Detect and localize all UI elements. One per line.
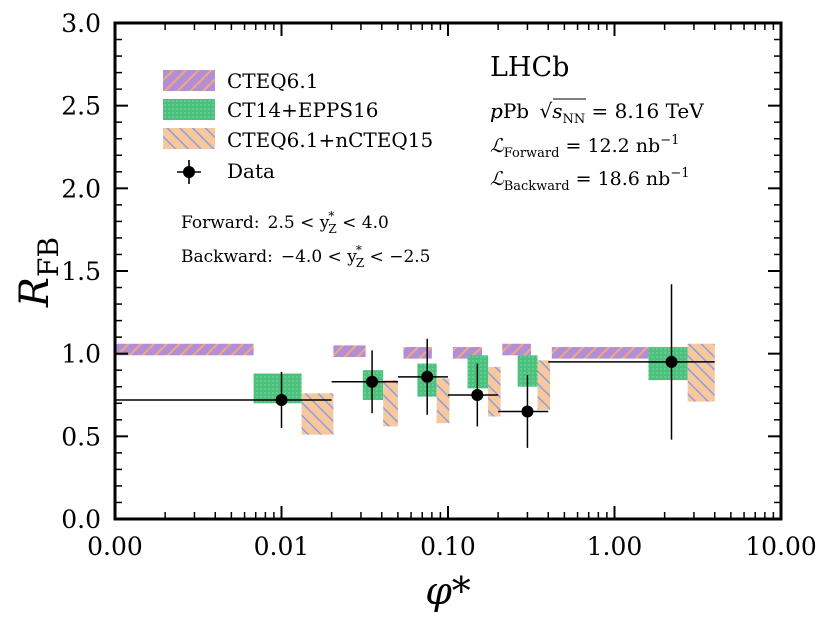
x-tick-label-3: 1.00	[587, 532, 643, 561]
y-tick-label-1: 0.5	[61, 422, 101, 451]
x-tick-label-0: 0.00	[87, 532, 143, 561]
x-tick-label-2: 0.10	[420, 532, 476, 561]
band-ncteq15-3	[488, 366, 501, 417]
experiment-label: LHCb	[490, 52, 569, 83]
x-tick-label-4: 10.00	[745, 532, 817, 561]
band-ncteq15-4	[537, 360, 551, 410]
forward-range: Forward: 2.5 < y* Z < 4.0	[181, 209, 389, 236]
data-point-0	[275, 393, 288, 406]
data-point-4	[521, 405, 534, 418]
y-tick-label-3: 1.5	[61, 257, 101, 286]
x-tick-label-1: 0.01	[254, 532, 310, 561]
band-cteq61-4	[502, 343, 531, 356]
band-ncteq15-5	[687, 343, 715, 402]
bands-layer	[115, 343, 715, 435]
band-cteq61-0	[115, 343, 254, 356]
legend-label-ct14-epps16: CT14+EPPS16	[227, 98, 379, 122]
legend-swatch-ct14-epps16	[163, 99, 215, 120]
y-tick-label-5: 2.5	[61, 92, 101, 121]
band-ncteq15-2	[436, 378, 450, 424]
data-point-2	[421, 370, 434, 383]
y-axis-title: RFB	[12, 237, 65, 308]
legend: CTEQ6.1 CT14+EPPS16 CTEQ6.1+nCTEQ15 Data	[163, 69, 433, 184]
legend-data-marker	[183, 166, 195, 178]
tick-labels-layer: 0.0 0.5 1.0 1.5 2.0 2.5 3.0 0.00 0.01 0.10 1.00 10.…	[61, 9, 817, 561]
legend-label-cteq61: CTEQ6.1	[227, 69, 318, 93]
data-point-3	[471, 389, 484, 401]
annotations: LHCb p pPb pPb √sNN = 8.16 TeV ℒForward …	[181, 52, 704, 270]
data-points-layer	[115, 284, 715, 448]
y-tick-label-2: 1.0	[61, 340, 101, 369]
plot-frame	[113, 21, 783, 521]
lumi-backward: ℒBackward = 18.6 nb−1	[490, 166, 690, 194]
x-axis-title: φ*	[425, 569, 471, 613]
lumi-forward: ℒForward = 12.2 nb−1	[490, 133, 679, 161]
band-ncteq15-1	[383, 380, 398, 427]
data-point-5	[665, 355, 678, 368]
band-ct14-epps16-4	[517, 355, 538, 387]
axes-layer	[113, 21, 783, 521]
band-cteq61-1	[333, 345, 366, 357]
y-tick-label-0: 0.0	[61, 505, 101, 534]
collision-system: p	[490, 99, 503, 123]
energy-label: pPb √sNN = 8.16 TeV	[490, 99, 704, 127]
legend-swatch-ncteq15	[163, 128, 215, 149]
backward-range: Backward: −4.0 < y* Z < −2.5	[181, 243, 431, 270]
legend-label-ncteq15: CTEQ6.1+nCTEQ15	[227, 128, 433, 152]
y-tick-label-6: 3.0	[61, 9, 101, 38]
legend-label-data: Data	[227, 159, 275, 183]
band-cteq61-5	[551, 347, 649, 359]
data-point-1	[366, 375, 379, 388]
y-tick-label-4: 2.0	[61, 174, 101, 203]
legend-swatch-cteq61	[163, 70, 215, 91]
band-cteq61-3	[452, 347, 482, 359]
band-cteq61-2	[403, 347, 432, 359]
